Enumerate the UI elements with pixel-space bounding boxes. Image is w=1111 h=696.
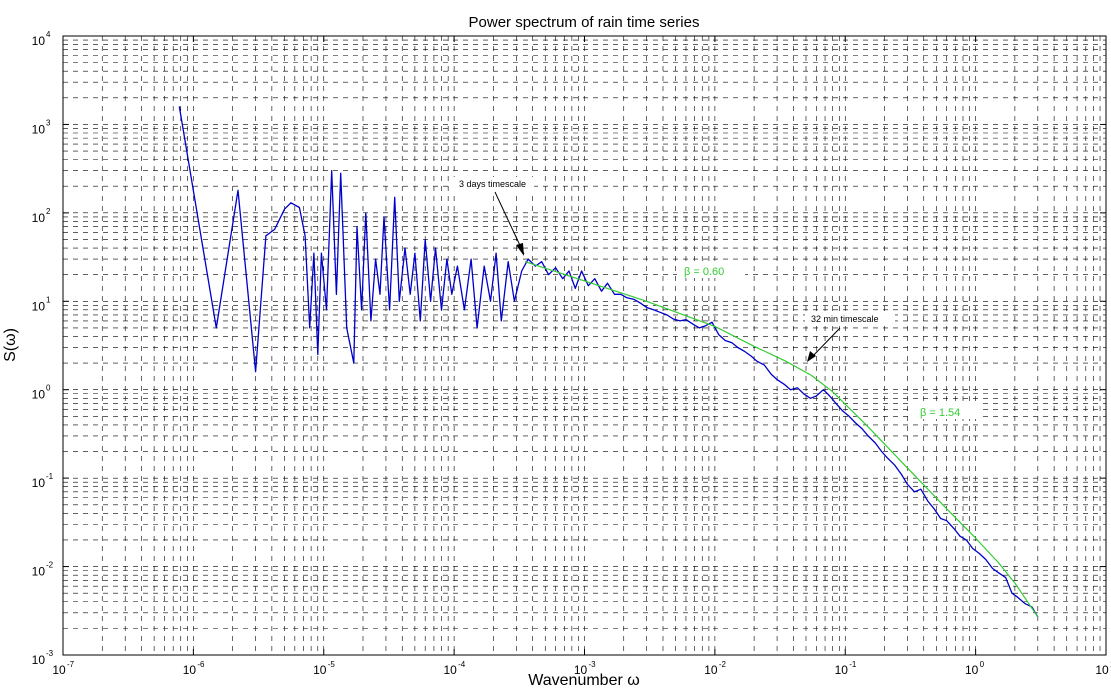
y-tick-label-exponent: -1 [46,472,54,481]
x-tick-label: 10 [835,663,849,677]
y-tick-label-exponent: -3 [46,649,54,658]
annotation-32-min: 32 min timescale [805,312,895,362]
y-tick-label: 10 [32,122,46,136]
y-axis-label: S(ω) [2,328,19,362]
y-tick-label-exponent: 2 [46,207,51,216]
annotation-arrowhead-3-days [516,243,524,256]
x-tick-label: 10 [574,663,588,677]
annotation-arrowhead-32-min [807,351,816,362]
y-tick-label-exponent: 1 [46,295,51,304]
x-axis-label: Wavenumber ω [528,672,640,689]
x-tick-label-exponent: -1 [849,660,857,669]
x-tick-label-exponent: -5 [328,660,336,669]
y-tick-label: 10 [32,388,46,402]
y-tick-label-exponent: 4 [46,30,51,39]
annotation-3-days: 3 days timescale [452,177,534,256]
annotation-label-3-days: 3 days timescale [459,179,526,189]
x-tick-label: 10 [443,663,457,677]
chart-title: Power spectrum of rain time series [469,14,700,31]
annotation-box-beta-060 [677,262,745,278]
x-tick-label: 10 [313,663,327,677]
y-tick-label-exponent: 0 [46,384,51,393]
y-tick-label: 10 [32,565,46,579]
x-tick-label-exponent: 0 [980,660,985,669]
x-tick-label: 10 [965,663,979,677]
annotation-arrow-3-days [494,191,525,255]
x-tick-label: 10 [52,663,66,677]
x-tick-label: 10 [1095,663,1109,677]
y-tick-label: 10 [32,299,46,313]
y-tick-label: 10 [32,476,46,490]
annotation-box-beta-154 [913,403,983,419]
grid [63,36,1106,655]
y-tick-label-exponent: 3 [46,118,51,127]
annotation-layer: 3 days timescale 32 min timescale β = 0.… [452,177,983,419]
annotation-beta-154: β = 1.54 [913,403,983,419]
fit-series-line [524,261,1039,618]
annotation-box-32-min [805,312,895,326]
series-layer [178,106,1039,618]
annotation-label-beta-154: β = 1.54 [920,407,960,419]
x-tick-label-exponent: -4 [458,660,466,669]
axis-ticks: 10-710-610-510-410-310-210-110010110-310… [32,30,1111,677]
y-tick-label: 10 [32,211,46,225]
y-tick-label: 10 [32,34,46,48]
annotation-label-32-min: 32 min timescale [811,314,879,324]
y-tick-label-exponent: -2 [46,561,54,570]
spectrum-series-line [178,106,1039,618]
annotation-box-3-days [452,177,534,191]
x-tick-label: 10 [183,663,197,677]
x-tick-label-exponent: -7 [67,660,75,669]
x-tick-label: 10 [704,663,718,677]
annotation-label-beta-060: β = 0.60 [684,266,724,278]
x-tick-label-exponent: -3 [589,660,597,669]
annotation-beta-060: β = 0.60 [677,262,745,278]
y-tick-label: 10 [32,653,46,667]
x-tick-label-exponent: -6 [197,660,205,669]
x-tick-label-exponent: -2 [719,660,727,669]
